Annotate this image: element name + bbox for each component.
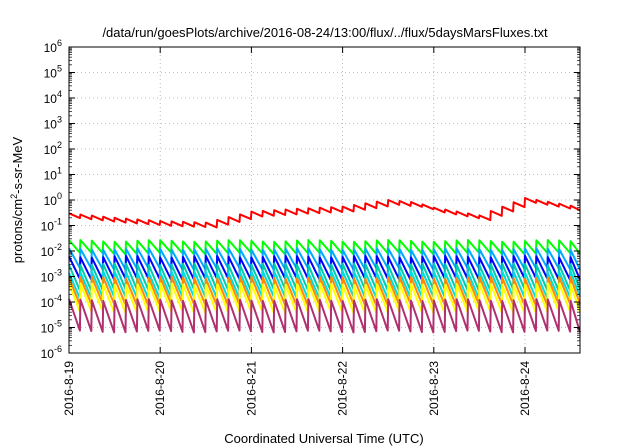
x-tick-label: 2016-8-21	[244, 361, 258, 416]
y-axis-label-part: -s-sr-MeV	[10, 136, 25, 193]
y-tick-label: 105	[44, 64, 62, 81]
x-axis: 2016-8-19 2016-8-20 2016-8-21 2016-8-22 2016…	[62, 47, 532, 416]
y-tick-label-exponent: 1	[57, 166, 62, 176]
y-tick-label-exponent: -4	[54, 293, 62, 303]
series-line	[68, 298, 581, 334]
x-tick-label: 2016-8-20	[153, 361, 167, 416]
y-tick-label-exponent: -6	[54, 344, 62, 354]
y-axis-label: protons/cm2-s-sr-MeV	[9, 136, 25, 263]
y-tick-label-exponent: -5	[54, 319, 62, 329]
y-tick-label-base: 10	[41, 296, 55, 310]
y-tick-label: 102	[44, 140, 62, 157]
y-tick-label-base: 10	[41, 245, 55, 259]
y-tick-label-exponent: -2	[54, 242, 62, 252]
series-line	[68, 247, 581, 271]
y-tick-label-base: 10	[44, 67, 58, 81]
y-tick-label-base: 10	[44, 143, 58, 157]
series-line	[68, 197, 581, 229]
x-tick-label: 2016-8-19	[62, 361, 76, 416]
series-line	[68, 270, 581, 300]
y-axis-label-superscript: 2	[9, 194, 19, 199]
y-tick-label: 10-1	[41, 217, 62, 234]
y-tick-label-base: 10	[41, 220, 55, 234]
y-tick-label-base: 10	[44, 169, 58, 183]
y-tick-label: 10-5	[41, 319, 62, 336]
series-line	[68, 262, 581, 292]
y-tick-label: 10-3	[41, 268, 62, 285]
y-tick-label-exponent: 4	[57, 89, 62, 99]
y-tick-label-base: 10	[44, 194, 58, 208]
y-tick-label-base: 10	[41, 347, 55, 361]
y-tick-label: 10-6	[41, 344, 62, 361]
y-tick-label-exponent: 3	[57, 115, 62, 125]
y-tick-label: 103	[44, 115, 62, 132]
series-line	[68, 254, 581, 281]
y-tick-label-exponent: 0	[57, 191, 62, 201]
series-line	[68, 282, 581, 315]
x-tick-label: 2016-8-23	[427, 361, 441, 416]
y-tick-label-base: 10	[41, 271, 55, 285]
x-tick-label: 2016-8-22	[336, 361, 350, 416]
y-tick-label-base: 10	[44, 41, 58, 55]
y-tick-label-exponent: 2	[57, 140, 62, 150]
y-tick-label-exponent: -1	[54, 217, 62, 227]
y-tick-label-base: 10	[44, 118, 58, 132]
y-tick-label-base: 10	[44, 92, 58, 106]
chart-title: /data/run/goesPlots/archive/2016-08-24/1…	[102, 25, 548, 40]
y-tick-label: 106	[44, 38, 62, 55]
y-tick-label: 104	[44, 89, 62, 106]
series-line	[68, 239, 581, 256]
y-tick-label: 101	[44, 166, 62, 183]
x-tick-label: 2016-8-24	[518, 361, 532, 416]
series-group	[68, 197, 581, 334]
y-tick-label-exponent: 6	[57, 38, 62, 48]
y-tick-label: 10-2	[41, 242, 62, 259]
series-line	[68, 275, 581, 307]
y-tick-label-exponent: 5	[57, 64, 62, 74]
y-tick-label: 10-4	[41, 293, 62, 310]
y-tick-label-base: 10	[41, 322, 55, 336]
y-tick-label-exponent: -3	[54, 268, 62, 278]
y-axis-label-part: protons/cm	[10, 199, 25, 263]
x-axis-label: Coordinated Universal Time (UTC)	[224, 431, 423, 446]
y-axis: 10-610-510-410-310-210-11001011021031041…	[41, 38, 580, 361]
y-tick-label: 100	[44, 191, 62, 208]
